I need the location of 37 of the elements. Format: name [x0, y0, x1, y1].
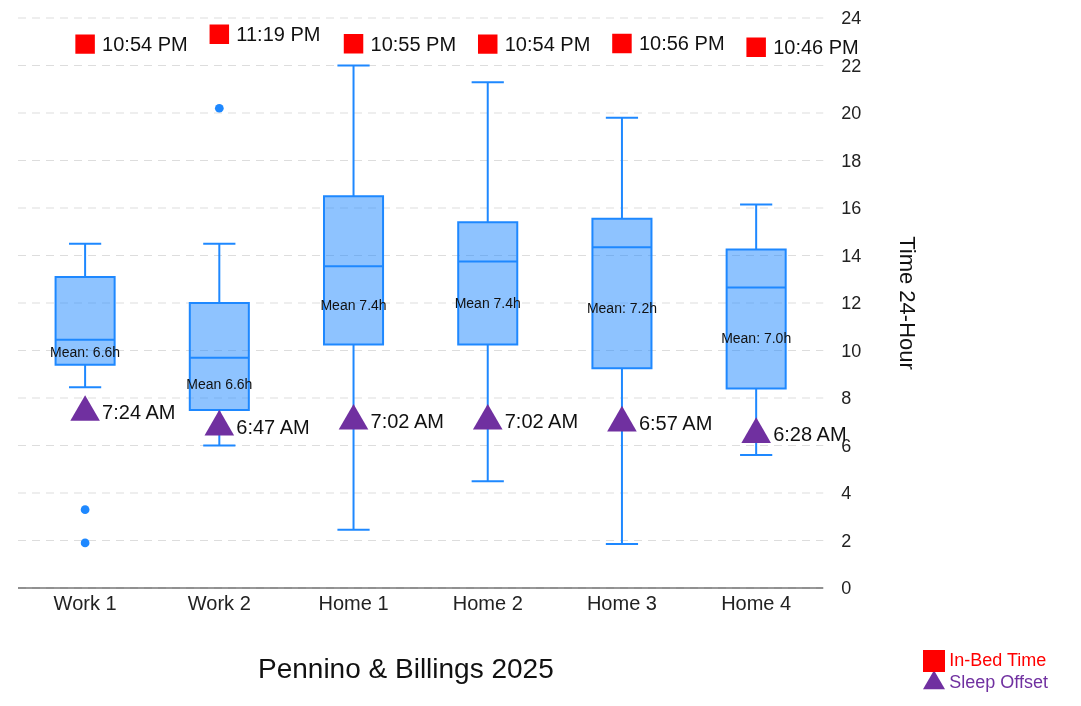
annotation: Mean 7.4h — [320, 297, 387, 314]
y-axis-title: Time 24-Hour — [895, 236, 921, 370]
y-tick-label: 20 — [841, 103, 862, 124]
y-tick-label: 16 — [841, 198, 862, 219]
y-tick-label: 12 — [841, 293, 862, 314]
data-label: 7:02 AM — [504, 410, 579, 433]
annotation: Mean 7.4h — [454, 294, 521, 311]
annotation: Mean: 7.2h — [586, 299, 657, 316]
data-label: 6:47 AM — [236, 415, 310, 438]
data-label: 6:57 AM — [638, 411, 713, 434]
data-label: 10:56 PM — [638, 32, 725, 55]
text: Pennino & Billings 2025 — [258, 653, 554, 685]
annotation: Mean 6.6h — [186, 375, 253, 392]
y-tick-label: 4 — [841, 483, 852, 504]
data-label: 7:02 AM — [370, 410, 444, 433]
x-tick-label: Work 1 — [53, 592, 117, 615]
x-tick-label: Work 2 — [187, 592, 251, 615]
legend-label: In-Bed Time — [949, 649, 1047, 670]
x-tick-label: Home 4 — [721, 592, 792, 615]
x-tick-label: Home 3 — [586, 592, 657, 615]
data-label: 11:19 PM — [236, 23, 321, 46]
y-tick-label: 0 — [841, 578, 852, 599]
data-label: 10:55 PM — [370, 32, 457, 55]
y-tick-label: 10 — [841, 340, 862, 361]
y-tick-label: 14 — [841, 245, 862, 266]
y-tick-label: 2 — [841, 530, 852, 551]
legend-label: Sleep Offset — [949, 671, 1048, 692]
data-label: 10:54 PM — [504, 33, 591, 56]
annotation: Mean: 7.0h — [721, 330, 792, 346]
y-tick-label: 24 — [841, 8, 862, 29]
annotation: Mean: 6.6h — [50, 344, 121, 361]
data-label: 10:54 PM — [102, 33, 188, 56]
x-tick-label: Home 1 — [318, 592, 389, 615]
x-tick-label: Home 2 — [452, 592, 523, 615]
y-tick-label: 18 — [841, 150, 862, 171]
data-label: 7:24 AM — [102, 401, 176, 424]
y-tick-label: 8 — [841, 388, 852, 409]
